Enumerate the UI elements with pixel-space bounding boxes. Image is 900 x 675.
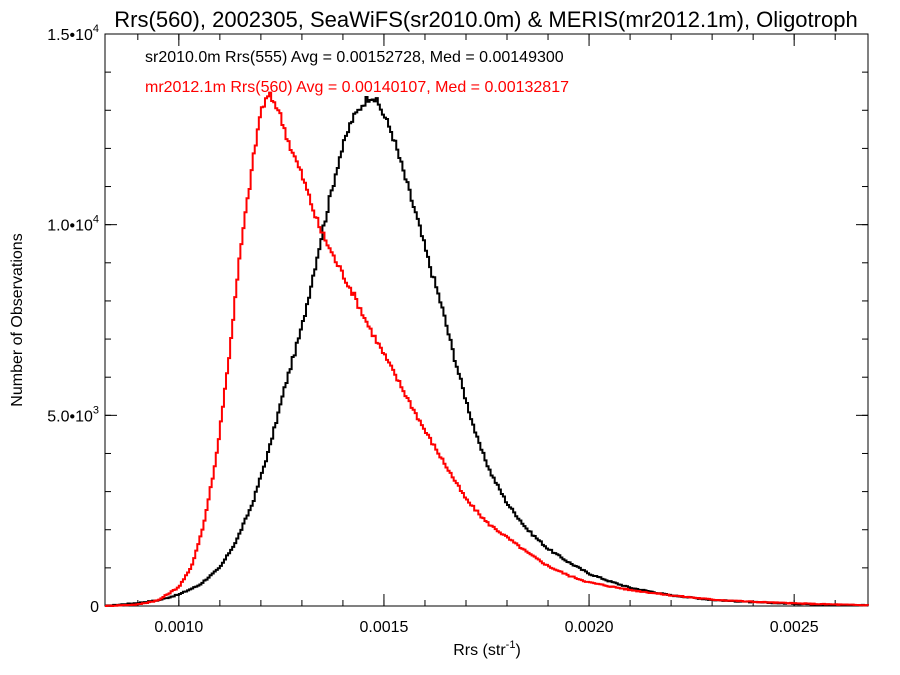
y-tick-label-2: 1.0•104 xyxy=(47,214,99,235)
legend-entry-meris: mr2012.1m Rrs(560) Avg = 0.00140107, Med… xyxy=(145,79,569,96)
plot-border xyxy=(104,33,869,607)
x-tick-label-2: 0.0020 xyxy=(565,619,614,636)
x-axis-label-main: Rrs (str xyxy=(453,642,506,659)
y-tick-label-3: 1.5•104 xyxy=(47,23,99,44)
x-axis-label-tail: ) xyxy=(515,642,520,659)
legend-entry-seawifs: sr2010.0m Rrs(555) Avg = 0.00152728, Med… xyxy=(145,49,564,66)
x-tick-labels: 0.0010 0.0015 0.0020 0.0025 xyxy=(154,619,818,636)
x-axis-label: Rrs (str-1) xyxy=(453,639,521,659)
y-tick-label-0: 0 xyxy=(90,599,99,616)
x-axis-label-superscript: -1 xyxy=(506,639,516,651)
series-layer xyxy=(105,91,869,607)
y-tick-labels: 0 5.0•103 1.0•104 1.5•104 xyxy=(47,23,99,616)
legend: sr2010.0m Rrs(555) Avg = 0.00152728, Med… xyxy=(145,49,569,96)
series-line-1 xyxy=(105,91,869,607)
x-tick-label-1: 0.0015 xyxy=(359,619,408,636)
plot-frame xyxy=(104,33,869,607)
y-tick-label-1: 5.0•103 xyxy=(47,404,99,425)
x-tick-label-3: 0.0025 xyxy=(770,619,819,636)
x-tick-label-0: 0.0010 xyxy=(154,619,203,636)
y-axis-label: Number of Observations xyxy=(9,233,26,406)
chart-title: Rrs(560), 2002305, SeaWiFS(sr2010.0m) & … xyxy=(114,7,857,32)
